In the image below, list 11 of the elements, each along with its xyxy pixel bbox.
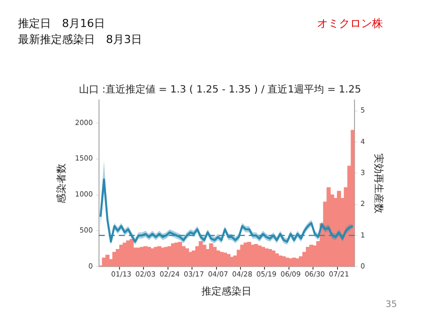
chart-title: 山口 :直近推定値 = 1.3 ( 1.25 - 1.35 ) / 直近1週平均 = 1.25 — [78, 84, 362, 96]
x-axis-title: 推定感染日 — [202, 286, 252, 298]
y2-axis-title: 実効再生産数 — [372, 153, 384, 214]
y-axis-title: 感染者数 — [56, 163, 68, 204]
text: 最新推定感染日 8月3日 — [18, 32, 142, 47]
bar — [202, 244, 206, 266]
text: オミクロン株 — [317, 16, 383, 31]
text: 35 — [386, 300, 397, 310]
text: 推定日 8月16日 — [18, 16, 105, 31]
bar — [350, 130, 355, 266]
bar — [282, 256, 286, 266]
